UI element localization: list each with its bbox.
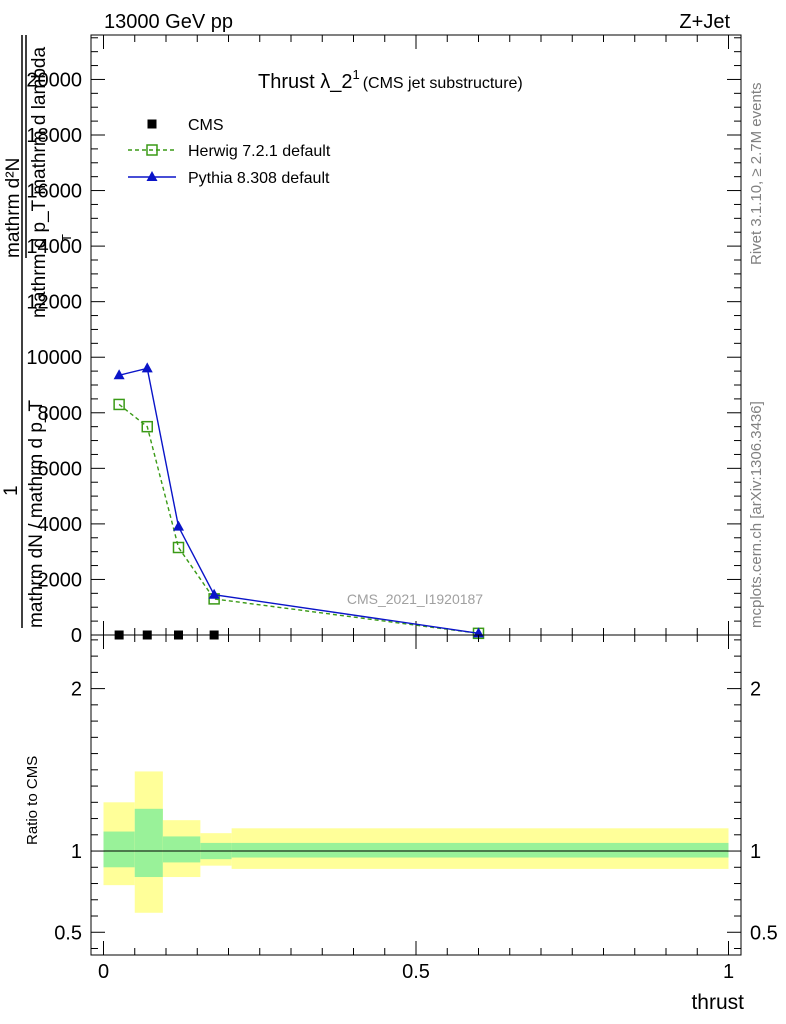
plot-title-main: Thrust λ_2 [258, 71, 352, 93]
main-y-tick-label: 16000 [26, 181, 82, 203]
ratio-frame [90, 634, 742, 956]
analysis-label: CMS_2021_I1920187 [347, 591, 483, 607]
ratio-y-tick-label-right: 0.5 [750, 922, 778, 944]
main-y-tick-label: 10000 [26, 347, 82, 369]
ratio-y-tick-label: 0.5 [54, 922, 82, 944]
main-y-tick-label: 14000 [26, 236, 82, 258]
ratio-inner-band [134, 808, 163, 878]
main-y-tick-label: 20000 [26, 69, 82, 91]
ratio-y-label: Ratio to CMS [24, 756, 41, 845]
x-tick-label: 1 [723, 961, 734, 983]
pythia-point [208, 588, 220, 599]
main-y-tick-label: 8000 [38, 403, 83, 425]
plot-subtitle: (CMS jet substructure) [363, 75, 523, 92]
y-label-denominator-bottom: mathrm dN / mathrm d p_T [26, 400, 47, 628]
legend-herwig-marker [146, 144, 158, 156]
legend-herwig-label: Herwig 7.2.1 default [188, 143, 331, 160]
collision-label: 13000 GeV pp [104, 11, 233, 33]
process-label: Z+Jet [679, 11, 730, 33]
herwig-point [113, 398, 125, 411]
ratio-axis-ticks [91, 635, 741, 955]
x-axis-label: thrust [691, 991, 744, 1014]
main-y-tick-label: 2000 [38, 569, 83, 591]
legend: CMS Herwig 7.2.1 default Pythia 8.308 defa… [128, 117, 331, 187]
main-y-tick-label: 6000 [38, 458, 83, 480]
x-tick-label: 0 [98, 961, 109, 983]
ratio-panel: 0.5 0.51 12 2 0 0.5 1 Ratio to CMS thrust [24, 634, 778, 1014]
herwig-line [118, 403, 479, 635]
ratio-inner-band [103, 831, 135, 868]
ratio-y-tick-labels: 0.5 0.5 1 1 2 2 [54, 679, 778, 945]
y-axis-label: mathrm d²N mathrm d p_T mathrm d lambda … [1, 35, 74, 628]
ratio-y-tick-label-right: 2 [750, 679, 761, 701]
plot-title: Thrust λ_21 (CMS jet substructure) [258, 67, 523, 93]
plot-title-superscript: 1 [352, 67, 359, 82]
pythia-point [173, 520, 184, 531]
ratio-inner-band [231, 842, 729, 858]
rivet-label: Rivet 3.1.10, ≥ 2.7M events [748, 83, 765, 266]
y-label-denominator-top: mathrm d p_T mathrm d lambda [29, 47, 50, 318]
main-y-tick-label: 4000 [38, 514, 83, 536]
y-label-subscript: T [59, 234, 74, 242]
pythia-point [113, 369, 125, 380]
ratio-y-tick-label: 1 [71, 841, 82, 863]
main-y-tick-label: 12000 [26, 292, 82, 314]
y-label-one: 1 [1, 485, 22, 496]
x-tick-labels: 0 0.5 1 [98, 961, 734, 983]
main-y-tick-labels: 0 2000 4000 6000 8000 10000 12000 14000 16000 180… [26, 69, 82, 647]
ratio-inner-band [162, 836, 201, 863]
ratio-y-tick-label: 2 [71, 679, 82, 701]
pythia-point [141, 362, 153, 373]
y-label-numerator-top: mathrm d²N [3, 158, 24, 258]
herwig-point [141, 420, 153, 433]
ratio-bands [103, 771, 729, 913]
ratio-y-tick-label-right: 1 [750, 841, 761, 863]
x-tick-label: 0.5 [402, 961, 430, 983]
legend-pythia-label: Pythia 8.308 default [188, 170, 330, 187]
main-y-tick-label: 0 [71, 625, 82, 647]
main-axis-ticks [91, 35, 741, 636]
main-y-tick-label: 18000 [26, 125, 82, 147]
legend-cms-marker [147, 119, 157, 129]
main-panel: 0 2000 4000 6000 8000 10000 12000 14000 16000 180… [1, 34, 742, 647]
legend-cms-label: CMS [188, 117, 224, 134]
legend-pythia-marker [146, 171, 158, 181]
herwig-point [172, 541, 185, 554]
mcplots-label: mcplots.cern.ch [arXiv:1306.3436] [748, 401, 765, 628]
